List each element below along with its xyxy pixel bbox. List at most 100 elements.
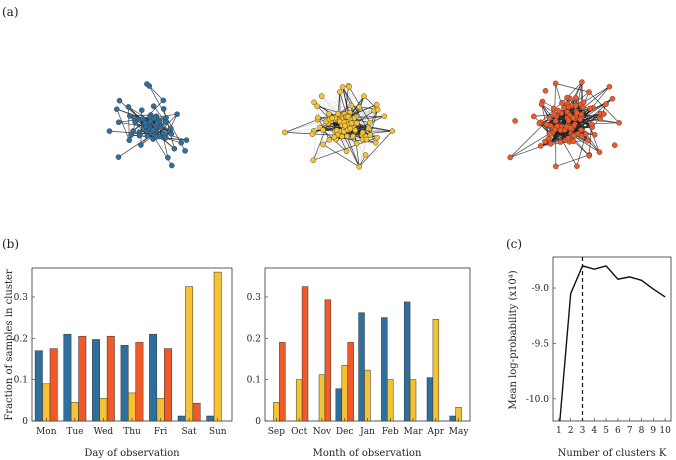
x-tick-label: 2 (568, 426, 574, 436)
x-tick-label: Wed (94, 427, 114, 437)
node (542, 88, 549, 94)
node (162, 119, 169, 125)
edge (363, 95, 378, 110)
x-tick-label: Mar (404, 427, 424, 437)
x-axis-label: Day of observation (84, 448, 180, 459)
edge (149, 85, 164, 101)
node (507, 154, 514, 161)
node (367, 119, 373, 126)
x-axis-label: Month of observation (313, 448, 422, 459)
node (381, 113, 388, 120)
y-tick-label: 0 (22, 417, 28, 427)
node (318, 93, 325, 99)
y-tick-label: 0.3 (247, 293, 262, 303)
node (537, 143, 544, 149)
y-tick-label: 0.1 (14, 376, 28, 386)
node (570, 138, 577, 144)
bar-sat-1 (185, 286, 194, 422)
node (578, 127, 584, 133)
x-tick-label: Sun (209, 427, 227, 437)
node (150, 127, 157, 133)
edge (322, 144, 360, 168)
node (348, 120, 355, 126)
node (536, 120, 543, 127)
edge (317, 95, 365, 120)
nodes (507, 79, 622, 170)
node (345, 113, 351, 120)
x-tick-label: Tue (66, 427, 83, 437)
node (601, 111, 607, 117)
node (115, 119, 122, 126)
node (564, 94, 570, 101)
network-blue-cluster (106, 81, 190, 169)
node (106, 128, 113, 134)
y-tick-label: -9.0 (532, 284, 550, 294)
bar-jan-1 (364, 369, 371, 422)
y-tick-label: 0.2 (14, 334, 28, 344)
node (570, 115, 577, 121)
x-tick-label: Dec (336, 427, 354, 437)
node (116, 97, 123, 104)
bar-dec-2 (347, 342, 354, 422)
node (354, 120, 360, 126)
node (309, 131, 316, 137)
series-line (559, 265, 666, 421)
node (586, 152, 593, 159)
node (356, 163, 363, 170)
bar-tue-0 (63, 333, 72, 422)
node (168, 131, 175, 137)
bar-apr-1 (432, 319, 440, 422)
x-tick-label: 4 (591, 426, 597, 436)
edges (509, 81, 620, 167)
node (555, 107, 562, 114)
node (168, 162, 175, 169)
y-tick-label: 0.1 (247, 376, 261, 386)
node (329, 115, 336, 121)
node (543, 121, 550, 128)
edge (313, 117, 319, 161)
node (374, 106, 381, 113)
node (356, 104, 363, 110)
edge (116, 109, 130, 141)
node (315, 114, 321, 121)
bar-thu-2 (135, 342, 144, 422)
node (150, 103, 157, 109)
bar-sat-2 (192, 402, 201, 422)
node (160, 106, 167, 112)
x-tick-label: 6 (615, 426, 621, 436)
node (567, 125, 574, 131)
x-tick-label: May (449, 427, 470, 437)
nodes (282, 82, 396, 170)
node (591, 131, 598, 138)
x-tick-label: Thu (123, 427, 141, 437)
node (339, 133, 345, 140)
node (606, 83, 613, 90)
edges (284, 85, 393, 168)
node (546, 115, 553, 122)
edge (348, 85, 357, 117)
edge (334, 117, 360, 167)
node (147, 118, 154, 125)
node (350, 133, 356, 139)
node (126, 137, 133, 144)
bar-sep-2 (279, 342, 286, 422)
node (552, 80, 559, 87)
node (138, 107, 145, 113)
node (335, 111, 341, 117)
node (574, 110, 580, 116)
network-red-cluster (507, 79, 622, 170)
node (367, 132, 374, 138)
bar-may-0 (449, 415, 456, 422)
bar-mon-0 (34, 350, 43, 422)
node (557, 127, 564, 133)
x-tick-label: 3 (580, 426, 586, 436)
bar-wed-0 (92, 339, 100, 422)
bar-mar-0 (403, 301, 411, 422)
bar-fri-1 (156, 398, 165, 422)
node (144, 81, 150, 87)
x-tick-label: 7 (627, 426, 633, 436)
plot-frame (552, 256, 672, 422)
edge (317, 95, 365, 107)
y-axis-label: Fraction of samples in cluster (4, 269, 15, 421)
bar-mon-2 (49, 348, 58, 422)
